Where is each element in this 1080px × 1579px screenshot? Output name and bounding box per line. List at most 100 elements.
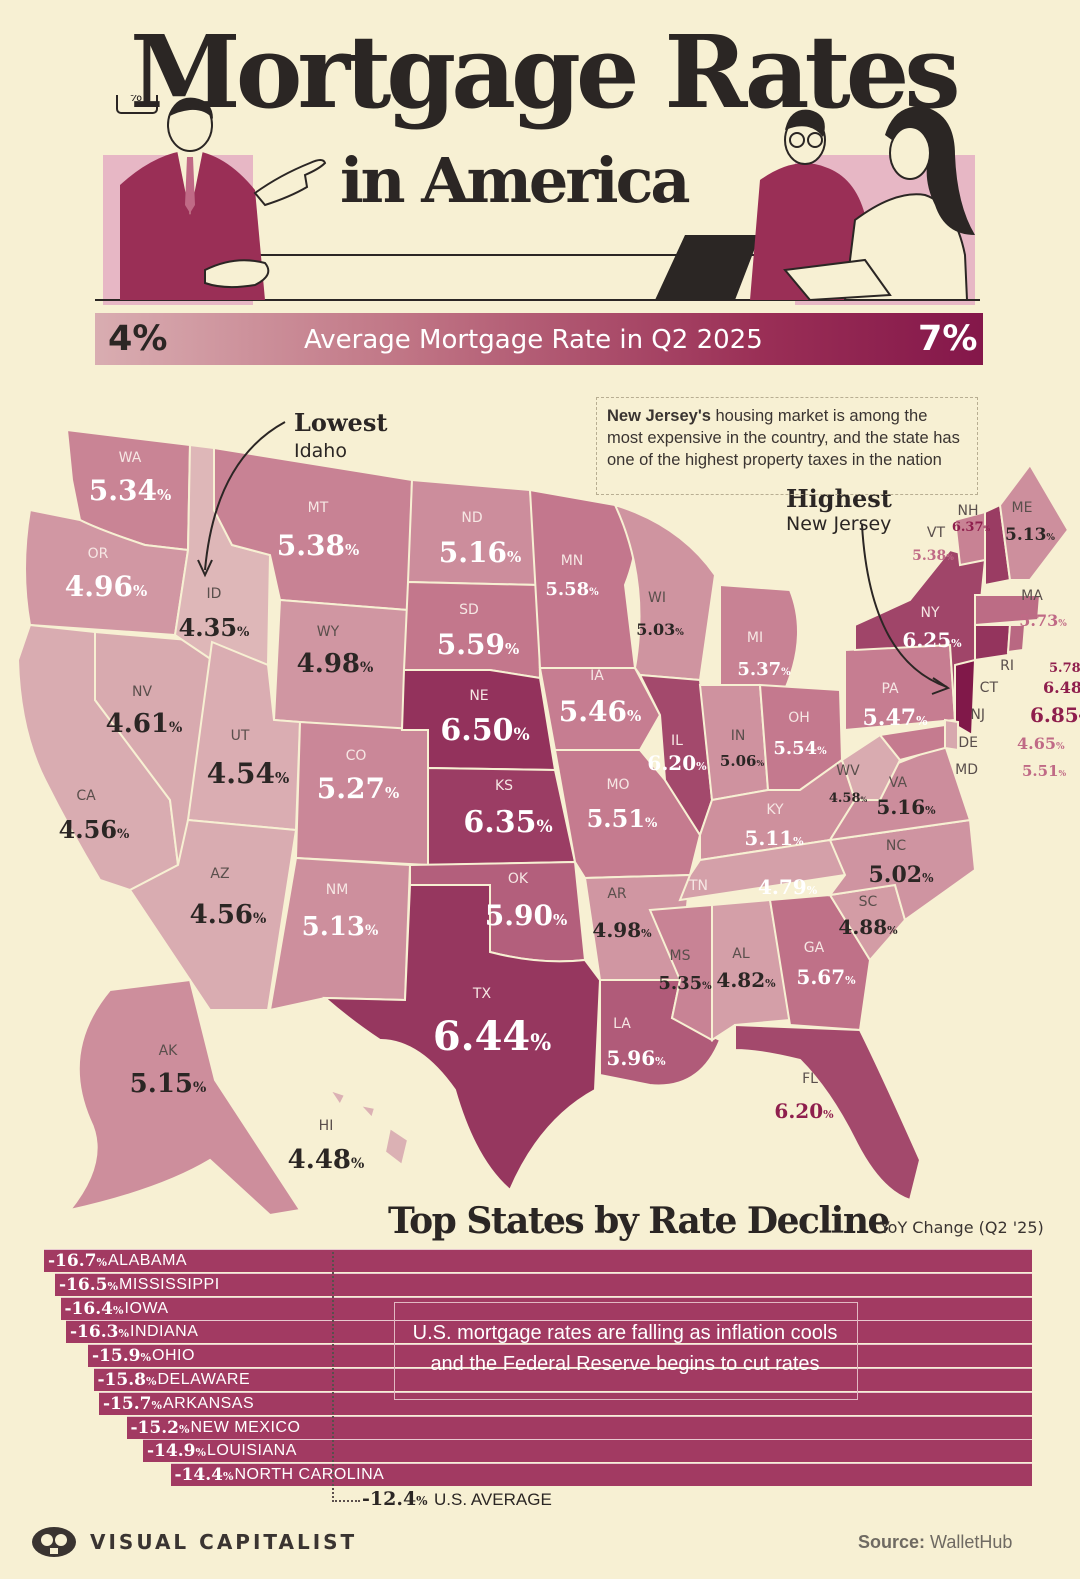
state-abbr-md: MD xyxy=(955,762,978,778)
state-rate-ia: 5.46% xyxy=(559,695,641,728)
state-abbr-wy: WY xyxy=(317,624,340,640)
state-abbr-nj: NJ xyxy=(970,707,985,723)
state-shape-al[interactable] xyxy=(711,898,792,1042)
color-scale-bar xyxy=(95,313,983,365)
state-abbr-ne: NE xyxy=(469,688,488,704)
state-abbr-nh: NH xyxy=(958,503,979,519)
man-hand-low xyxy=(204,259,270,289)
decline-bar-state: NORTH CAROLINA xyxy=(234,1466,385,1484)
state-abbr-az: AZ xyxy=(210,866,229,882)
decline-bar: -16.5% MISSISSIPPI xyxy=(55,1272,1032,1296)
brand-name: VISUAL CAPITALIST xyxy=(90,1530,358,1554)
state-shape-ia[interactable] xyxy=(538,667,662,751)
state-labels: WA5.34%OR4.96%CA4.56%NV4.61%ID4.35%MT5.3… xyxy=(59,450,1080,1175)
average-marker-dash xyxy=(332,1500,360,1502)
state-shape-de[interactable] xyxy=(944,718,959,752)
state-abbr-vt: VT xyxy=(927,525,946,541)
state-rate-ri: 5.78% xyxy=(1049,661,1080,676)
decline-subtitle: YoY Change (Q2 '25) xyxy=(880,1218,1044,1237)
state-abbr-ca: CA xyxy=(76,788,96,804)
decline-bar-state: OHIO xyxy=(152,1347,195,1365)
state-rate-de: 4.65% xyxy=(1017,734,1065,753)
state-abbr-in: IN xyxy=(731,728,746,744)
state-abbr-sd: SD xyxy=(459,602,479,618)
state-abbr-fl: FL xyxy=(802,1071,818,1087)
state-shape-md[interactable] xyxy=(878,723,946,762)
state-abbr-ia: IA xyxy=(590,668,604,684)
state-shapes xyxy=(16,428,1070,1217)
state-rate-sc: 4.88% xyxy=(838,915,898,939)
decline-note-box xyxy=(394,1302,858,1400)
state-rate-ma: 5.73% xyxy=(1019,611,1067,630)
state-shape-nc[interactable] xyxy=(827,818,977,922)
state-shape-ak[interactable] xyxy=(67,978,302,1217)
state-abbr-nv: NV xyxy=(132,684,152,700)
decline-bar-state: NEW MEXICO xyxy=(190,1418,301,1436)
state-abbr-nm: NM xyxy=(326,882,349,898)
state-rate-mi: 5.37% xyxy=(737,659,791,680)
state-abbr-ak: AK xyxy=(159,1043,179,1059)
state-rate-ct: 6.48% xyxy=(1043,678,1080,697)
decline-title: Top States by Rate Decline xyxy=(388,1200,890,1242)
state-shape-ma[interactable] xyxy=(974,594,1042,627)
state-abbr-wv: WV xyxy=(836,763,860,779)
decline-bar-state: LOUISIANA xyxy=(207,1442,297,1460)
decline-note: U.S. mortgage rates are falling as infla… xyxy=(412,1322,838,1375)
us-map: WA5.34%OR4.96%CA4.56%NV4.61%ID4.35%MT5.3… xyxy=(16,421,1080,1217)
state-rate-nh: 6.37% xyxy=(952,520,991,535)
state-shape-ms[interactable] xyxy=(648,903,713,1042)
laptop-icon xyxy=(655,235,760,300)
person-glasses-hair xyxy=(785,109,825,137)
state-shape-wv[interactable] xyxy=(840,733,902,801)
state-abbr-il: IL xyxy=(671,733,683,749)
state-shape-fl[interactable] xyxy=(734,1023,922,1202)
state-shape-me[interactable] xyxy=(998,463,1070,581)
state-abbr-ky: KY xyxy=(766,802,784,818)
state-rate-ak: 5.15% xyxy=(130,1069,207,1099)
state-abbr-co: CO xyxy=(346,748,367,764)
state-rate-hi: 4.48% xyxy=(288,1145,365,1175)
state-abbr-id: ID xyxy=(207,586,222,602)
decline-bar-value: -16.5% xyxy=(59,1274,118,1295)
state-shape-ga[interactable] xyxy=(768,893,872,1032)
state-abbr-ut: UT xyxy=(231,728,250,744)
state-rate-ms: 5.35% xyxy=(658,973,712,994)
state-rate-wi: 5.03% xyxy=(636,620,684,639)
state-abbr-tx: TX xyxy=(472,986,492,1002)
decline-bar: -16.3% INDIANA xyxy=(66,1320,1032,1344)
state-abbr-sc: SC xyxy=(859,894,878,910)
highest-arrowhead-icon xyxy=(931,677,951,695)
state-shape-ri[interactable] xyxy=(1006,624,1027,654)
state-rate-mn: 5.58% xyxy=(545,579,599,600)
state-shape-ct[interactable] xyxy=(974,624,1012,662)
state-shape-hi[interactable] xyxy=(327,1088,410,1167)
decline-bar-value: -16.7% xyxy=(48,1251,107,1271)
decline-bar-value: -14.4% xyxy=(174,1465,234,1486)
state-shape-nj[interactable] xyxy=(954,658,977,737)
state-abbr-wa: WA xyxy=(119,450,142,466)
state-rate-nj: 6.85% xyxy=(1030,703,1080,727)
state-abbr-nd: ND xyxy=(461,510,482,526)
decline-bar: -15.2% NEW MEXICO xyxy=(126,1415,1032,1439)
state-abbr-or: OR xyxy=(88,546,109,562)
person-woman-head xyxy=(889,126,931,180)
nj-note-bold: New Jersey's xyxy=(607,407,711,425)
state-shape-wi[interactable] xyxy=(613,503,717,682)
nj-note: New Jersey's housing market is among the… xyxy=(607,405,967,471)
state-shape-ca[interactable] xyxy=(16,623,180,892)
decline-bar-value: -16.4% xyxy=(64,1298,124,1319)
state-abbr-tn: TN xyxy=(688,878,708,894)
average-label: U.S. AVERAGE xyxy=(434,1490,552,1509)
state-shape-nd[interactable] xyxy=(406,478,540,587)
decline-bar-state: ALABAMA xyxy=(108,1252,188,1269)
title-sub: in America xyxy=(340,144,691,217)
decline-bar-value: -16.3% xyxy=(70,1322,129,1343)
scale-min-label: 4% xyxy=(108,319,168,359)
state-abbr-wi: WI xyxy=(648,590,666,606)
state-abbr-ri: RI xyxy=(1000,658,1014,674)
decline-bar-value: -15.9% xyxy=(92,1346,151,1367)
paper-icon xyxy=(783,258,892,302)
state-shape-mo[interactable] xyxy=(553,749,702,880)
state-shape-tx[interactable] xyxy=(322,884,602,1192)
decline-bar: -16.7% ALABAMA xyxy=(44,1249,1032,1272)
